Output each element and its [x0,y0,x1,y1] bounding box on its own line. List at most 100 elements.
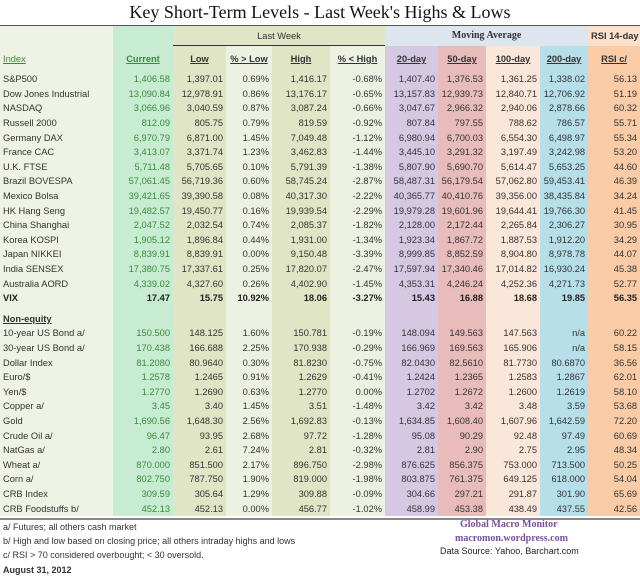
cell: -0.13% [330,413,386,429]
cell: 4,339.02 [113,276,173,291]
cell: 57,062.80 [486,174,541,189]
table-row: CRB Index 309.59 305.64 1.29% 309.88 -0.09% 30… [0,486,640,502]
cell: 56.13 [588,72,640,87]
cell: 2,085.37 [272,217,330,233]
cell: 0.74% [226,217,272,233]
cell: 5,807.90 [385,159,439,175]
cell: -0.41% [330,369,386,385]
cell [438,305,487,312]
cell: 18.68 [486,290,541,306]
table-row: Russell 2000 812.09 805.75 0.79% 819.59 -0.92… [0,115,640,131]
cell: -0.09% [330,486,386,502]
cell [385,305,439,312]
cell: 65.69 [588,486,640,502]
cell: 8,852.59 [438,247,487,262]
cell: 4,402.90 [272,276,330,291]
cell: 17,820.07 [272,261,330,277]
cell: 0.08% [226,188,272,204]
cell: 1,338.02 [540,72,589,87]
cell: 1,607.96 [486,413,541,429]
cell: -2.47% [330,261,386,277]
cell: 1,406.58 [113,72,173,87]
cell: 53.68 [588,399,640,414]
cell: -1.82% [330,217,386,233]
row-label: 30-year US Bond a/ [0,340,113,356]
cell: -1.28% [330,428,386,443]
cell: -2.87% [330,174,386,189]
cell: 7.24% [226,442,272,458]
cell: 17.47 [113,290,173,306]
cell: 62.01 [588,369,640,385]
cell: 787.750 [173,472,226,487]
cell: 9,150.48 [272,247,330,262]
table-row: Gold 1,690.56 1,648.30 2.56% 1,692.83 -0.13% 1… [0,413,640,429]
cell [272,311,330,327]
cell: -0.68% [330,72,386,87]
cell: -3.27% [330,290,386,306]
cell: 6,980.94 [385,130,439,145]
cell: 170.438 [113,340,173,356]
cell [588,311,640,327]
cell: 0.69% [226,72,272,87]
cell: 3,445.10 [385,144,439,160]
table-row: Euro/$ 1.2578 1.2465 0.91% 1.2629 -0.41% 1.242… [0,369,640,385]
cell: 15.43 [385,290,439,306]
cell: 166.688 [173,340,226,356]
row-label: Wheat a/ [0,457,113,473]
cell: 2,306.27 [540,217,589,233]
cell: 19,979.28 [385,203,439,218]
data-source: Data Source: Yahoo, Barchart.com [440,546,579,556]
cell: 301.90 [540,486,589,502]
cell: 0.00% [226,247,272,262]
cell: 788.62 [486,115,541,131]
cell: 12,706.92 [540,86,589,102]
cell: 2.68% [226,428,272,443]
brand-name: Global Macro Monitor [460,519,558,530]
cell: 6,700.03 [438,130,487,145]
table-row: India SENSEX 17,380.75 17,337.61 0.25% 17,82… [0,261,640,277]
cell [385,311,439,327]
cell [486,311,541,327]
cell [113,311,173,327]
cell: 56,719.36 [173,174,226,189]
row-label: Dollar Index [0,355,113,370]
cell: 12,978.91 [173,86,226,102]
cell [438,311,487,327]
cell: 2.61 [173,442,226,458]
cell: 15.75 [173,290,226,306]
cell: 1.2770 [113,384,173,400]
cell: 41.45 [588,203,640,218]
cell: 42.56 [588,501,640,516]
cell: -1.38% [330,159,386,175]
cell: 0.44% [226,232,272,248]
cell: 148.094 [385,326,439,341]
cell: 2.90 [438,442,487,458]
cell: 1.45% [226,130,272,145]
cell: 12,840.71 [486,86,541,102]
cell: 19,450.77 [173,203,226,218]
cell: -1.02% [330,501,386,516]
cell: 4,353.31 [385,276,439,291]
cell: n/a [540,326,589,341]
cell: 1.23% [226,144,272,160]
cell: 8,839.91 [173,247,226,262]
row-label: HK Hang Seng [0,203,113,218]
cell: 60.69 [588,428,640,443]
cell: 3.48 [486,399,541,414]
cell: 40,317.30 [272,188,330,204]
cell: 2.17% [226,457,272,473]
row-label: 10-year US Bond a/ [0,326,113,341]
cell: 1,416.17 [272,72,330,87]
row-label: Euro/$ [0,369,113,385]
cell: -0.65% [330,86,386,102]
cell: 1,887.53 [486,232,541,248]
cell: 856.375 [438,457,487,473]
cell: 3,462.83 [272,144,330,160]
table-row: France CAC 3,413.07 3,371.74 1.23% 3,462.83-… [0,144,640,160]
row-label: Mexico Bolsa [0,188,113,204]
cell: -0.66% [330,101,386,116]
cell: 458.99 [385,501,439,516]
cell: 1,931.00 [272,232,330,248]
table-row: Brazil BOVESPA 57,061.45 56,719.36 0.60% 58,… [0,174,640,189]
cell: 1.2619 [540,384,589,400]
